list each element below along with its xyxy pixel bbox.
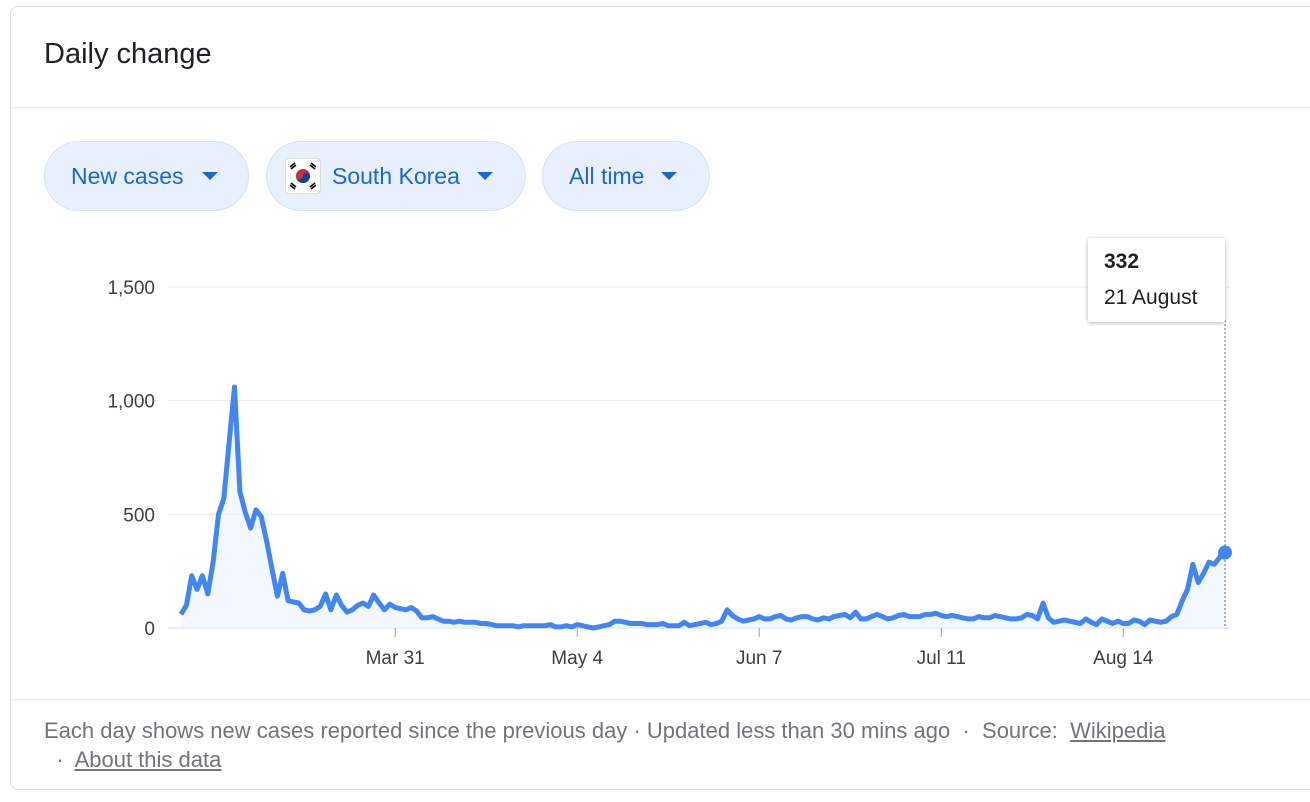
- y-axis: 0 500 1,000 1,500: [107, 278, 155, 640]
- chevron-down-icon: [202, 172, 219, 180]
- x-tick-label: Jul 11: [917, 648, 966, 669]
- cases-line: [178, 384, 1227, 631]
- chevron-down-icon: [661, 172, 678, 180]
- x-axis: Mar 31 May 4 Jun 7 Jul 11 Aug 14: [366, 628, 1154, 669]
- tooltip-date: 21 August: [1104, 286, 1198, 309]
- region-dropdown[interactable]: South Korea: [266, 141, 526, 211]
- about-data-link[interactable]: About this data: [74, 747, 222, 772]
- region-dropdown-label: South Korea: [332, 162, 460, 189]
- tooltip-value: 332: [1104, 250, 1140, 273]
- footer: Each day shows new cases reported since …: [44, 716, 1284, 774]
- time-range-dropdown-label: All time: [569, 162, 645, 189]
- x-tick-label: Jun 7: [736, 648, 782, 669]
- y-tick-label: 1,500: [107, 278, 155, 299]
- y-tick-label: 500: [123, 505, 155, 526]
- y-tick-label: 0: [144, 619, 155, 640]
- chevron-down-icon: [476, 172, 493, 180]
- time-range-dropdown[interactable]: All time: [542, 141, 710, 211]
- hover-point: [1218, 545, 1232, 560]
- x-tick-label: May 4: [551, 648, 603, 669]
- footer-separator: ·: [633, 718, 641, 743]
- chart-gridlines: [168, 286, 1230, 629]
- page-title: Daily change: [44, 38, 212, 70]
- footer-separator: ·: [56, 747, 64, 772]
- x-tick-label: Mar 31: [366, 648, 425, 669]
- header-divider: [11, 107, 1310, 108]
- value-tooltip: 332 21 August: [1088, 238, 1225, 322]
- source-link[interactable]: Wikipedia: [1070, 718, 1166, 743]
- chart-card: [10, 6, 1310, 790]
- x-tick-label: Aug 14: [1093, 648, 1154, 669]
- footer-updated: Updated less than 30 mins ago: [646, 718, 951, 743]
- footer-source-label: Source:: [982, 718, 1058, 743]
- metric-dropdown[interactable]: New cases: [44, 141, 249, 211]
- footer-divider: [11, 699, 1310, 700]
- metric-dropdown-label: New cases: [71, 162, 184, 189]
- footer-description: Each day shows new cases reported since …: [44, 718, 628, 743]
- footer-separator: ·: [962, 718, 970, 743]
- y-tick-label: 1,000: [107, 392, 155, 413]
- cases-area: [181, 387, 1225, 628]
- south-korea-flag-icon: [285, 158, 321, 194]
